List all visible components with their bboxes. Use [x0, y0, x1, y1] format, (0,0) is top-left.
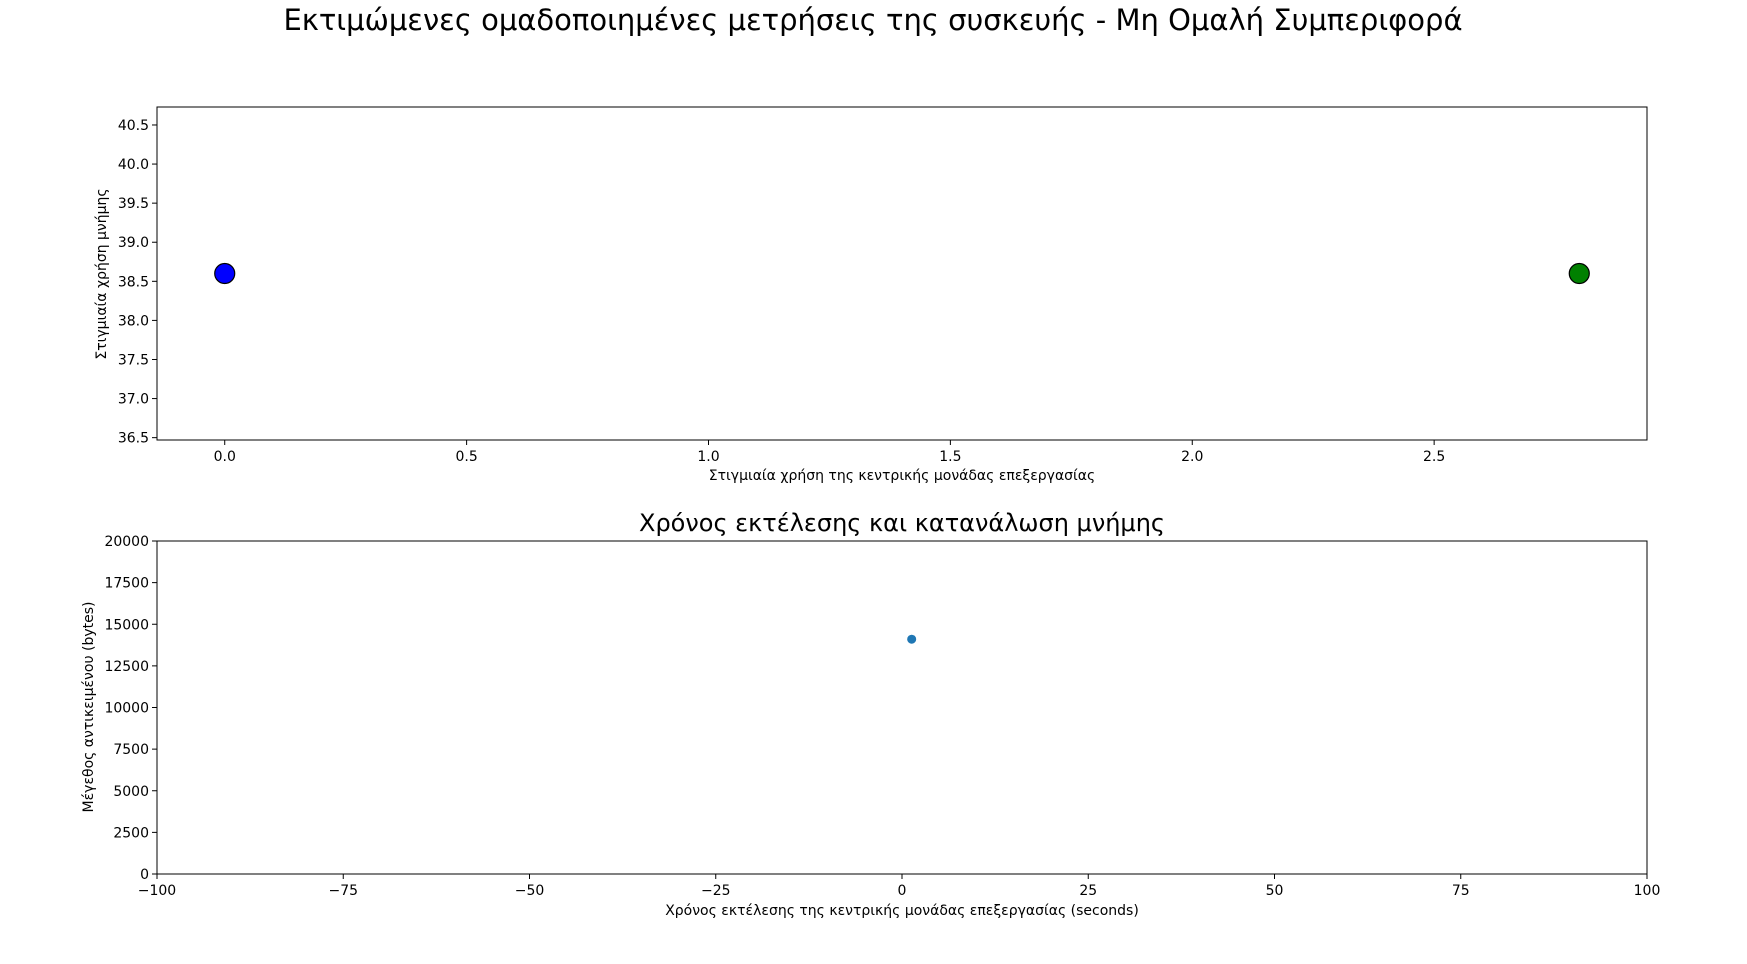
x-ticks: −100 −75 −50 −25 0 25 50 75 100 — [138, 874, 1661, 899]
x-tick-label: −75 — [328, 883, 358, 899]
data-point — [1568, 262, 1590, 285]
x-tick-label: −100 — [138, 883, 176, 899]
x-tick-label: 25 — [1079, 883, 1097, 899]
scatter-points — [907, 634, 917, 644]
x-axis-label: Χρόνος εκτέλεσης της κεντρικής μονάδας ε… — [665, 903, 1139, 919]
y-tick-label: 37.5 — [118, 352, 149, 368]
x-tick-label: 2.0 — [1181, 449, 1203, 465]
x-tick-label: −25 — [701, 883, 731, 899]
data-point — [907, 634, 917, 644]
y-tick-label: 0 — [140, 867, 149, 883]
x-tick-label: 0 — [898, 883, 907, 899]
y-tick-label: 36.5 — [118, 431, 149, 447]
y-axis-label: Στιγμιαία χρήση μνήμης — [94, 188, 110, 359]
y-tick-label: 12500 — [104, 659, 149, 675]
x-tick-label: 75 — [1452, 883, 1470, 899]
x-tick-label: 0.0 — [214, 449, 236, 465]
x-axis-label: Στιγμιαία χρήση της κεντρικής μονάδας επ… — [709, 468, 1095, 484]
x-tick-label: 0.5 — [455, 449, 477, 465]
plot-frame — [156, 106, 1648, 441]
y-tick-label: 40.5 — [118, 118, 149, 134]
y-tick-label: 5000 — [113, 784, 149, 800]
y-tick-label: 39.0 — [118, 235, 149, 251]
y-ticks: 0 2500 5000 7500 10000 12500 15000 17500 20000 — [104, 534, 157, 883]
x-tick-label: 100 — [1634, 883, 1661, 899]
y-tick-label: 38.0 — [118, 313, 149, 329]
subplot-title: Χρόνος εκτέλεσης και κατανάλωση μνήμης — [639, 509, 1165, 537]
x-tick-label: 2.5 — [1423, 449, 1445, 465]
x-ticks: 0.0 0.5 1.0 1.5 2.0 2.5 — [214, 440, 1445, 465]
subplot-cpu-vs-memory: 0.0 0.5 1.0 1.5 2.0 2.5 36.537.037.538.038.53… — [94, 106, 1648, 484]
x-tick-label: 1.5 — [939, 449, 961, 465]
y-tick-label: 39.5 — [118, 196, 149, 212]
plot-frame — [156, 540, 1648, 875]
scatter-points — [214, 262, 1590, 285]
y-axis-label: Μέγεθος αντικειμένου (bytes) — [81, 602, 97, 813]
y-ticks: 36.5 37.0 37.5 38.0 38.5 39.0 39.5 40.0 40.5 — [118, 118, 157, 447]
subplot-runtime-vs-size: Χρόνος εκτέλεσης και κατανάλωση μνήμης −… — [81, 509, 1660, 919]
x-tick-label: 1.0 — [697, 449, 719, 465]
y-tick-label: 40.0 — [118, 157, 149, 173]
y-tick-label: 10000 — [104, 701, 149, 717]
y-tick-label: 17500 — [104, 576, 149, 592]
x-tick-label: −50 — [515, 883, 545, 899]
y-tick-label: 2500 — [113, 825, 149, 841]
data-point — [214, 262, 236, 285]
y-tick-label: 7500 — [113, 742, 149, 758]
y-tick-label: 20000 — [104, 534, 149, 550]
y-tick-label: 37.0 — [118, 392, 149, 408]
y-tick-label: 15000 — [104, 617, 149, 633]
x-tick-label: 50 — [1266, 883, 1284, 899]
y-tick-label: 38.5 — [118, 274, 149, 290]
figure-suptitle: Εκτιμώμενες ομαδοποιημένες μετρήσεις της… — [283, 3, 1462, 37]
